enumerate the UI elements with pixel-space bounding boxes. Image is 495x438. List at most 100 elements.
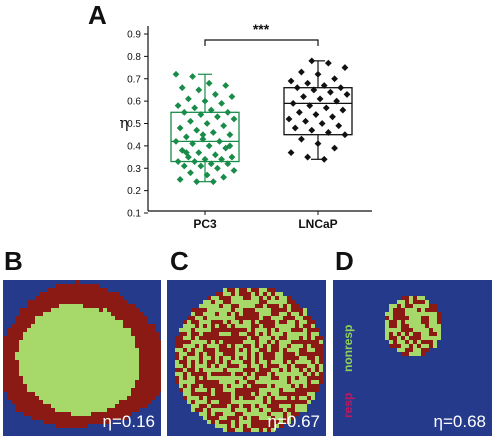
data-point	[180, 108, 188, 116]
data-point	[287, 149, 295, 156]
data-point	[314, 140, 322, 148]
cell-grid-d	[385, 296, 441, 356]
y-tick-label: 0.8	[127, 52, 141, 63]
data-point	[320, 155, 328, 163]
data-point	[197, 111, 205, 118]
data-point	[203, 120, 211, 127]
data-point	[220, 122, 228, 130]
data-point	[176, 124, 184, 132]
data-point	[308, 126, 316, 134]
data-point	[195, 149, 203, 156]
data-point	[324, 59, 332, 67]
data-point	[226, 142, 234, 150]
panel-label-a: A	[88, 0, 107, 30]
data-point	[331, 75, 338, 83]
data-point	[172, 70, 180, 78]
data-point	[320, 82, 328, 89]
data-point	[201, 155, 209, 163]
data-point	[228, 153, 236, 161]
data-point	[187, 117, 194, 125]
data-point	[333, 97, 341, 105]
data-point	[220, 173, 228, 181]
data-point	[318, 120, 326, 127]
data-point	[176, 176, 184, 183]
data-point	[209, 178, 217, 186]
significance-marker: ***	[253, 21, 270, 37]
data-point	[182, 133, 190, 141]
panel-label-c: C	[170, 246, 189, 276]
data-point	[178, 84, 186, 92]
series-pc3	[170, 70, 240, 186]
data-point	[195, 86, 203, 94]
data-point	[178, 146, 186, 154]
data-point	[205, 142, 213, 150]
series-lncap	[283, 57, 353, 163]
y-tick-label: 0.2	[127, 186, 141, 197]
data-point	[226, 131, 234, 139]
eta-value-c: η=0.67	[267, 412, 320, 431]
box-plot-chart: η 0.10.20.30.40.50.60.70.80.9 PC3 LNCaP …	[120, 21, 372, 231]
data-point	[314, 70, 322, 78]
data-point	[191, 158, 199, 165]
eta-value-d: η=0.68	[433, 412, 486, 431]
data-point	[216, 138, 223, 145]
data-point	[222, 82, 230, 89]
simulation-panel-c: η=0.67	[167, 280, 326, 436]
data-point	[228, 93, 236, 101]
y-tick-label: 0.9	[127, 30, 141, 41]
y-tick-label: 0.5	[127, 119, 141, 130]
data-point	[316, 95, 324, 103]
legend-nonresp: nonresp	[341, 324, 355, 372]
data-point	[322, 104, 330, 112]
data-point	[222, 144, 230, 152]
data-point	[211, 91, 219, 98]
y-tick-label: 0.1	[127, 209, 141, 220]
data-point	[199, 131, 207, 139]
y-axis-label: η	[120, 114, 129, 132]
significance-bracket	[204, 39, 319, 46]
panel-label-d: D	[335, 246, 354, 276]
y-tick-label: 0.7	[127, 74, 141, 85]
data-point	[287, 77, 295, 85]
data-point	[298, 68, 305, 76]
data-point	[308, 57, 316, 65]
data-point	[289, 99, 297, 107]
data-point	[174, 102, 182, 109]
data-point	[302, 117, 309, 125]
data-point	[331, 144, 338, 152]
data-point	[207, 106, 215, 114]
data-point	[304, 79, 312, 87]
data-point	[285, 115, 293, 123]
data-point	[191, 104, 199, 112]
data-point	[185, 153, 192, 161]
data-point	[224, 108, 232, 116]
y-tick-label: 0.3	[127, 164, 141, 175]
data-point	[203, 171, 211, 179]
data-point	[218, 155, 225, 163]
data-point	[201, 97, 209, 105]
simulation-panel-d: nonresp resp η=0.68	[333, 280, 492, 436]
data-point	[205, 79, 213, 87]
data-point	[304, 153, 312, 161]
data-point	[211, 151, 219, 159]
data-point	[199, 135, 207, 143]
data-point	[189, 140, 196, 148]
y-axis-ticks: 0.1 0.2 0.3 0.4 0.5 0.6 0.7 0.8 0.9	[127, 30, 148, 220]
data-point	[214, 164, 221, 172]
data-point	[207, 160, 215, 168]
data-point	[174, 158, 182, 165]
data-point	[298, 135, 305, 143]
data-point	[335, 122, 343, 130]
panel-label-b: B	[4, 246, 23, 276]
data-point	[187, 169, 194, 177]
y-tick-label: 0.6	[127, 97, 141, 108]
data-point	[291, 124, 299, 132]
data-point	[337, 84, 345, 92]
data-point	[312, 111, 320, 118]
data-point	[189, 73, 196, 80]
data-point	[329, 113, 336, 121]
simulation-panel-b: η=0.16	[3, 280, 161, 436]
box	[283, 87, 353, 136]
legend-resp: resp	[341, 392, 355, 418]
data-point	[343, 91, 351, 98]
